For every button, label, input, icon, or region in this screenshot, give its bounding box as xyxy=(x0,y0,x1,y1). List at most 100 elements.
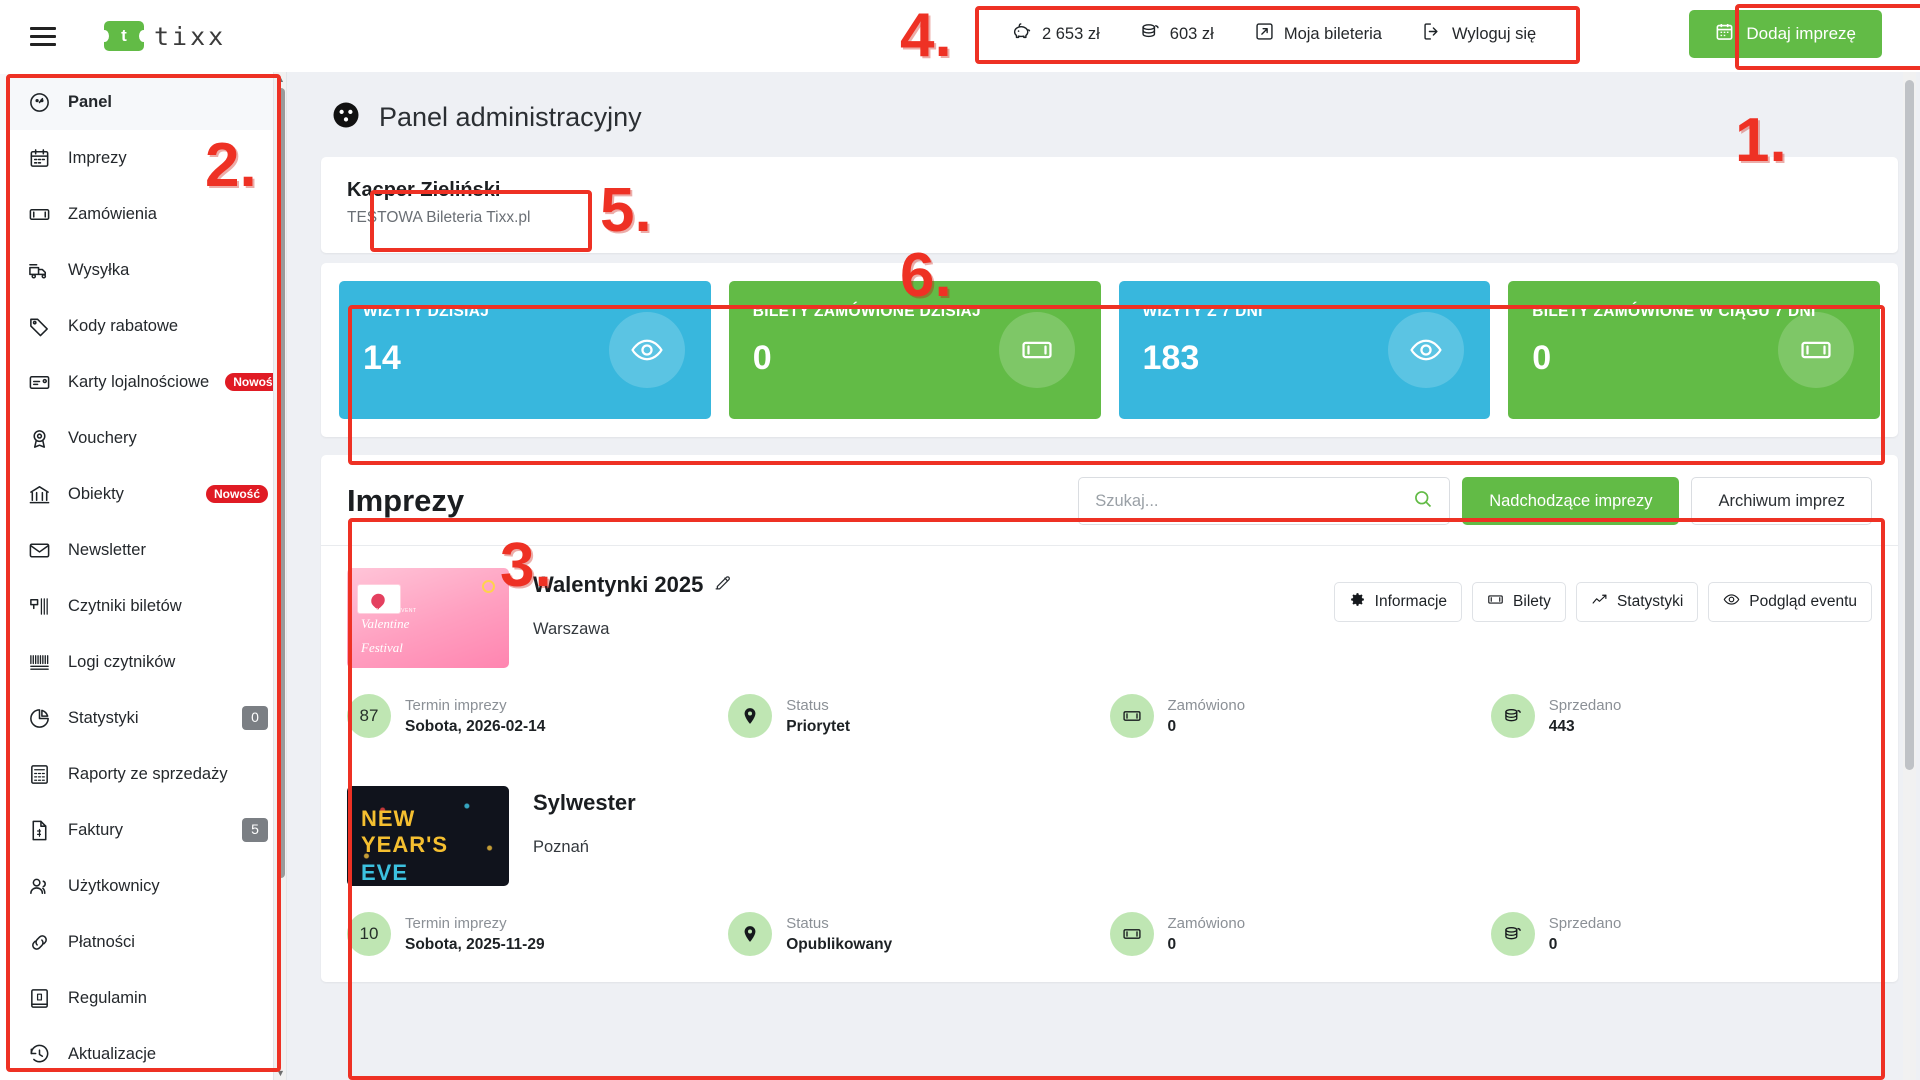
event-meta-value: 443 xyxy=(1548,717,1575,735)
event-thumbnail: Valentine Festival SPECIAL EVENT xyxy=(347,568,509,668)
event-name: Sylwester xyxy=(533,790,636,815)
brand-logo[interactable]: t tixx xyxy=(100,21,227,51)
top-action-external-link[interactable]: Moja bileteria xyxy=(1234,21,1402,47)
sidebar-item-label: Imprezy xyxy=(68,148,127,167)
event-meta-value: 0 xyxy=(1167,717,1177,735)
sidebar-item-label: Regulamin xyxy=(68,988,147,1007)
event-button-statystyki[interactable]: Statystyki xyxy=(1575,582,1699,622)
sidebar-item-label: Aktualizacje xyxy=(68,1044,157,1063)
event-meta: 87 Termin imprezy Sobota, 2026-02-14 xyxy=(347,694,728,738)
bank-icon xyxy=(26,483,52,506)
scroll-up-arrow-icon[interactable]: ▲ xyxy=(276,74,285,84)
add-event-label: Dodaj imprezę xyxy=(1746,24,1856,43)
top-action-label: Moja bileteria xyxy=(1283,24,1382,43)
event-meta: Sprzedano 0 xyxy=(1490,912,1872,956)
sidebar-item-label: Raporty ze sprzedaży xyxy=(68,764,228,783)
event-day-number: 10 xyxy=(359,924,379,943)
stat-value: 14 xyxy=(363,339,401,377)
sidebar-item-kody-rabatowe[interactable]: Kody rabatowe xyxy=(0,298,286,354)
event-day-badge: 87 xyxy=(347,694,391,738)
top-action-piggy-bank[interactable]: 2 653 zł xyxy=(992,21,1120,47)
sidebar-item-czytniki-biletów[interactable]: Czytniki biletów xyxy=(0,578,286,634)
sidebar-item-panel[interactable]: Panel xyxy=(0,74,286,130)
event-main: Valentine Festival SPECIAL EVENT Walenty… xyxy=(347,568,1872,668)
top-action-coins[interactable]: 603 zł xyxy=(1120,21,1234,47)
event-button-informacje[interactable]: Informacje xyxy=(1333,582,1463,622)
event-button-bilety[interactable]: Bilety xyxy=(1472,582,1566,622)
sidebar-item-statystyki[interactable]: Statystyki 0 xyxy=(0,690,286,746)
event-action-buttons: Informacje Bilety Statystyki Podgląd eve… xyxy=(1333,568,1872,622)
event-meta-value: Priorytet xyxy=(786,717,850,735)
event-city: Warszawa xyxy=(533,620,610,638)
tab-upcoming-events[interactable]: Nadchodzące imprezy xyxy=(1462,477,1680,525)
sidebar-item-label: Zamówienia xyxy=(68,204,157,223)
top-bar: t tixx 2 653 zł 603 zł Moja bileteria Wy… xyxy=(0,0,1920,72)
sidebar-item-logi-czytników[interactable]: Logi czytników xyxy=(0,634,286,690)
scroll-down-arrow-icon[interactable]: ▼ xyxy=(276,1068,285,1078)
stat-value: 0 xyxy=(1532,339,1552,377)
hamburger-menu-icon[interactable] xyxy=(20,13,66,59)
stat-card[interactable]: WIZYTY DZISIAJ 14 xyxy=(339,281,711,419)
sidebar-item-karty-lojalnościowe[interactable]: Karty lojalnościowe Nowość xyxy=(0,354,286,410)
main-scrollbar-thumb[interactable] xyxy=(1905,80,1914,770)
card-icon xyxy=(26,371,52,394)
event-thumbnail: NEW YEAR'S EVE xyxy=(347,786,509,886)
events-list: Valentine Festival SPECIAL EVENT Walenty… xyxy=(321,546,1898,982)
sidebar-item-label: Użytkownicy xyxy=(68,876,160,895)
stat-value: 183 xyxy=(1142,339,1200,377)
stat-card[interactable]: WIZYTY Z 7 DNI 183 xyxy=(1118,281,1491,419)
event-meta: Status Opublikowany xyxy=(728,912,1109,956)
sidebar-scrollbar[interactable]: ▲ ▼ xyxy=(273,72,286,1080)
ticket-icon xyxy=(1487,591,1504,613)
event-row: Valentine Festival SPECIAL EVENT Walenty… xyxy=(321,546,1898,764)
sidebar-item-faktury[interactable]: Faktury 5 xyxy=(0,802,286,858)
events-header: Imprezy Nadchodzące imprezy Archiwum imp… xyxy=(321,455,1898,546)
sidebar-item-raporty-ze-sprzedaży[interactable]: Raporty ze sprzedaży xyxy=(0,746,286,802)
search-box[interactable] xyxy=(1078,477,1451,525)
event-title[interactable]: Walentynki 2025 xyxy=(533,572,1310,598)
event-title[interactable]: Sylwester xyxy=(533,790,1872,816)
brand-logo-letter: t xyxy=(121,26,127,45)
envelope-icon xyxy=(26,539,52,562)
page-title-text: Panel administracyjny xyxy=(379,102,642,132)
events-card: Imprezy Nadchodzące imprezy Archiwum imp… xyxy=(321,455,1898,982)
book-icon xyxy=(26,987,52,1010)
tab-archive-events[interactable]: Archiwum imprez xyxy=(1691,477,1872,525)
sidebar-item-regulamin[interactable]: Regulamin xyxy=(0,970,286,1026)
event-meta: Zamówiono 0 xyxy=(1109,694,1491,738)
sidebar-item-vouchery[interactable]: Vouchery xyxy=(0,410,286,466)
edit-icon[interactable] xyxy=(713,572,732,598)
event-button-label: Informacje xyxy=(1374,593,1448,610)
ticket-icon xyxy=(1109,912,1154,956)
event-city: Poznań xyxy=(533,838,589,856)
invoice-icon xyxy=(26,819,52,842)
sidebar-item-wysyłka[interactable]: Wysyłka xyxy=(0,242,286,298)
event-meta: Status Priorytet xyxy=(728,694,1109,738)
eye-icon xyxy=(1723,591,1740,613)
sidebar-item-płatności[interactable]: Płatności xyxy=(0,914,286,970)
top-action-label: 603 zł xyxy=(1169,24,1214,43)
event-button-podgl-d-eventu[interactable]: Podgląd eventu xyxy=(1708,582,1872,622)
stat-card[interactable]: BILETY ZAMÓWIONE W CIĄGU 7 DNI 0 xyxy=(1508,281,1880,419)
search-icon[interactable] xyxy=(1413,489,1433,514)
brand-name: tixx xyxy=(154,21,227,51)
stats-row: WIZYTY DZISIAJ 14 BILETY ZAMÓWIONE DZISI… xyxy=(339,281,1880,419)
main-scrollbar[interactable] xyxy=(1903,72,1916,1080)
sidebar-item-aktualizacje[interactable]: Aktualizacje xyxy=(0,1026,286,1080)
event-day-number: 87 xyxy=(359,706,379,725)
user-card: Kacper Zieliński TESTOWA Bileteria Tixx.… xyxy=(321,157,1898,253)
top-action-logout[interactable]: Wyloguj się xyxy=(1402,21,1556,47)
sidebar-item-obiekty[interactable]: Obiekty Nowość xyxy=(0,466,286,522)
stat-card[interactable]: BILETY ZAMÓWIONE DZISIAJ 0 xyxy=(728,281,1101,419)
barcode-icon xyxy=(26,651,52,674)
sidebar-item-newsletter[interactable]: Newsletter xyxy=(0,522,286,578)
sidebar-item-zamówienia[interactable]: Zamówienia xyxy=(0,186,286,242)
add-event-button[interactable]: Dodaj imprezę xyxy=(1689,10,1882,58)
sidebar-item-imprezy[interactable]: Imprezy xyxy=(0,130,286,186)
ticket-icon xyxy=(26,203,52,226)
main-content: Panel administracyjny Kacper Zieliński T… xyxy=(287,72,1920,1080)
sidebar-item-użytkownicy[interactable]: Użytkownicy xyxy=(0,858,286,914)
sidebar-scrollbar-thumb[interactable] xyxy=(277,88,285,878)
event-meta-row: 10 Termin imprezy Sobota, 2025-11-29 Sta… xyxy=(347,912,1872,982)
search-input[interactable] xyxy=(1095,491,1414,511)
